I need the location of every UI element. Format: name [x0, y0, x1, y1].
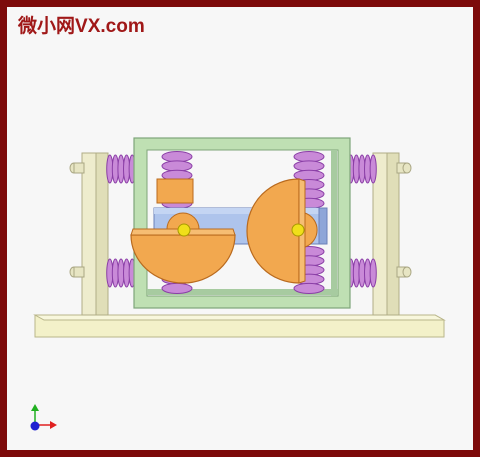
base-plate: [33, 314, 446, 338]
spring-left-top: [106, 154, 136, 184]
watermark-chinese: 微小网: [18, 15, 76, 37]
watermark-latin: VX.com: [75, 16, 145, 37]
left-cam-pin: [177, 223, 191, 237]
axis-triad-icon: [30, 404, 57, 431]
site-watermark: 微小网VX.com: [18, 11, 145, 38]
horizontal-springs: [106, 154, 377, 288]
viewport-canvas: 微小网VX.com: [7, 7, 473, 450]
right-side-post: [372, 152, 412, 316]
left-side-post: [69, 152, 109, 316]
left-cam: [130, 212, 236, 284]
spring-right-top: [347, 154, 377, 184]
right-cam-pin: [291, 223, 305, 237]
spring-left-bottom: [106, 258, 136, 288]
mechanism-drawing: [30, 137, 446, 431]
right-cam: [246, 178, 318, 284]
left-stop-block: [156, 178, 194, 204]
spring-right-bottom: [347, 258, 377, 288]
